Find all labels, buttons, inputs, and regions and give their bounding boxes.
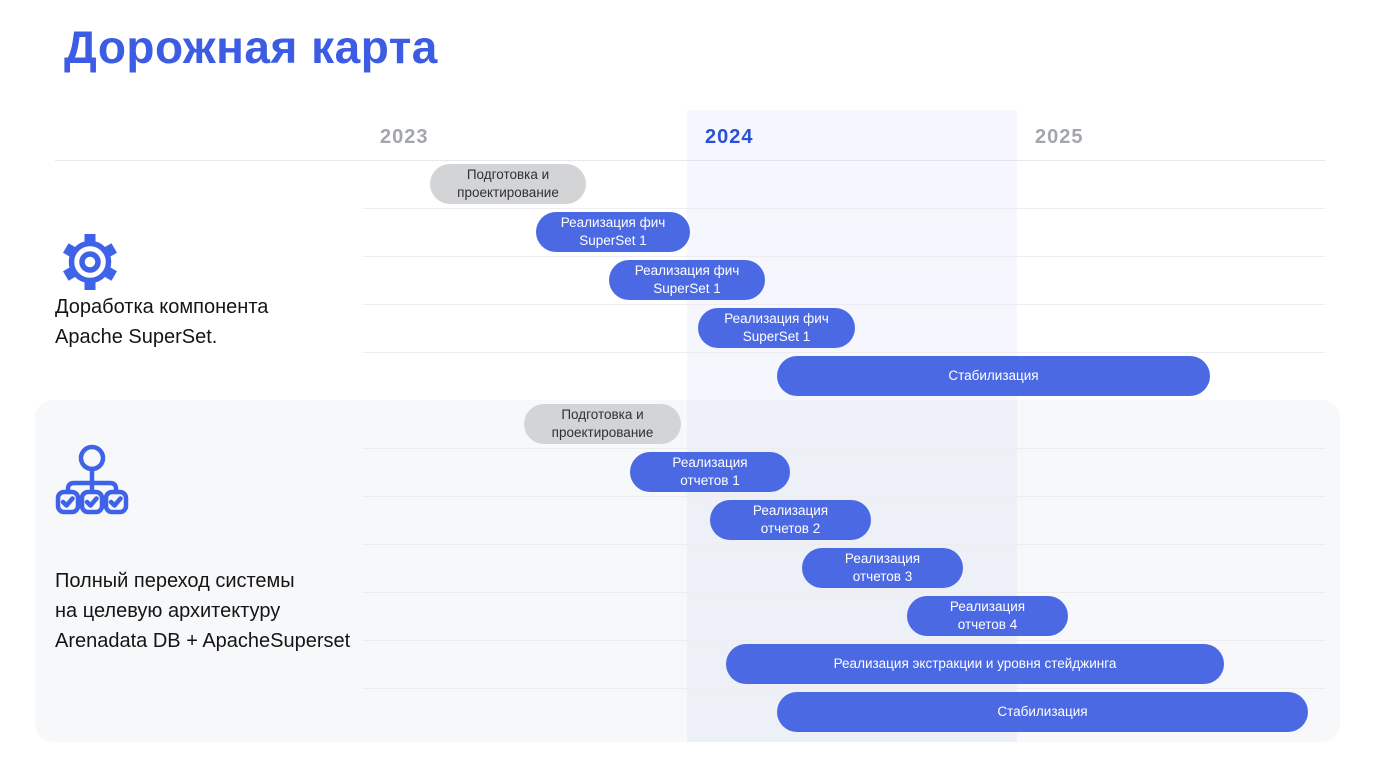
row-grid-line	[363, 640, 1325, 641]
org-tree-icon	[55, 444, 129, 515]
task-bar-superset-row4: Стабилизация	[777, 356, 1210, 396]
row-grid-line	[363, 448, 1325, 449]
row-grid-line	[363, 256, 1325, 257]
year-label-2023: 2023	[380, 126, 429, 148]
year-label-2024: 2024	[705, 126, 754, 148]
page-title: Дорожная карта	[64, 21, 438, 73]
task-bar-transition-row0: Подготовка и проектирование	[524, 404, 681, 444]
row-grid-line	[363, 496, 1325, 497]
task-bar-transition-row6: Стабилизация	[777, 692, 1308, 732]
row-grid-line	[363, 208, 1325, 209]
task-bar-superset-row0: Подготовка и проектирование	[430, 164, 586, 204]
row-grid-line	[363, 304, 1325, 305]
section-1-label: Доработка компонента Apache SuperSet.	[55, 296, 269, 348]
active-year-column	[687, 110, 1017, 742]
timeline-header-divider	[55, 160, 1325, 161]
task-bar-transition-row5: Реализация экстракции и уровня стейджинг…	[726, 644, 1224, 684]
task-bar-superset-row3: Реализация фич SuperSet 1	[698, 308, 855, 348]
row-grid-line	[363, 592, 1325, 593]
task-bar-transition-row3: Реализация отчетов 3	[802, 548, 963, 588]
task-bar-superset-row1: Реализация фич SuperSet 1	[536, 212, 690, 252]
gear-icon	[63, 234, 117, 290]
task-bar-superset-row2: Реализация фич SuperSet 1	[609, 260, 765, 300]
row-grid-line	[363, 544, 1325, 545]
row-grid-line	[363, 352, 1325, 353]
section-2-label: Полный переход системы на целевую архите…	[55, 570, 351, 652]
row-grid-line	[363, 688, 1325, 689]
year-label-2025: 2025	[1035, 126, 1084, 148]
task-bar-transition-row2: Реализация отчетов 2	[710, 500, 871, 540]
task-bar-transition-row4: Реализация отчетов 4	[907, 596, 1068, 636]
task-bar-transition-row1: Реализация отчетов 1	[630, 452, 790, 492]
